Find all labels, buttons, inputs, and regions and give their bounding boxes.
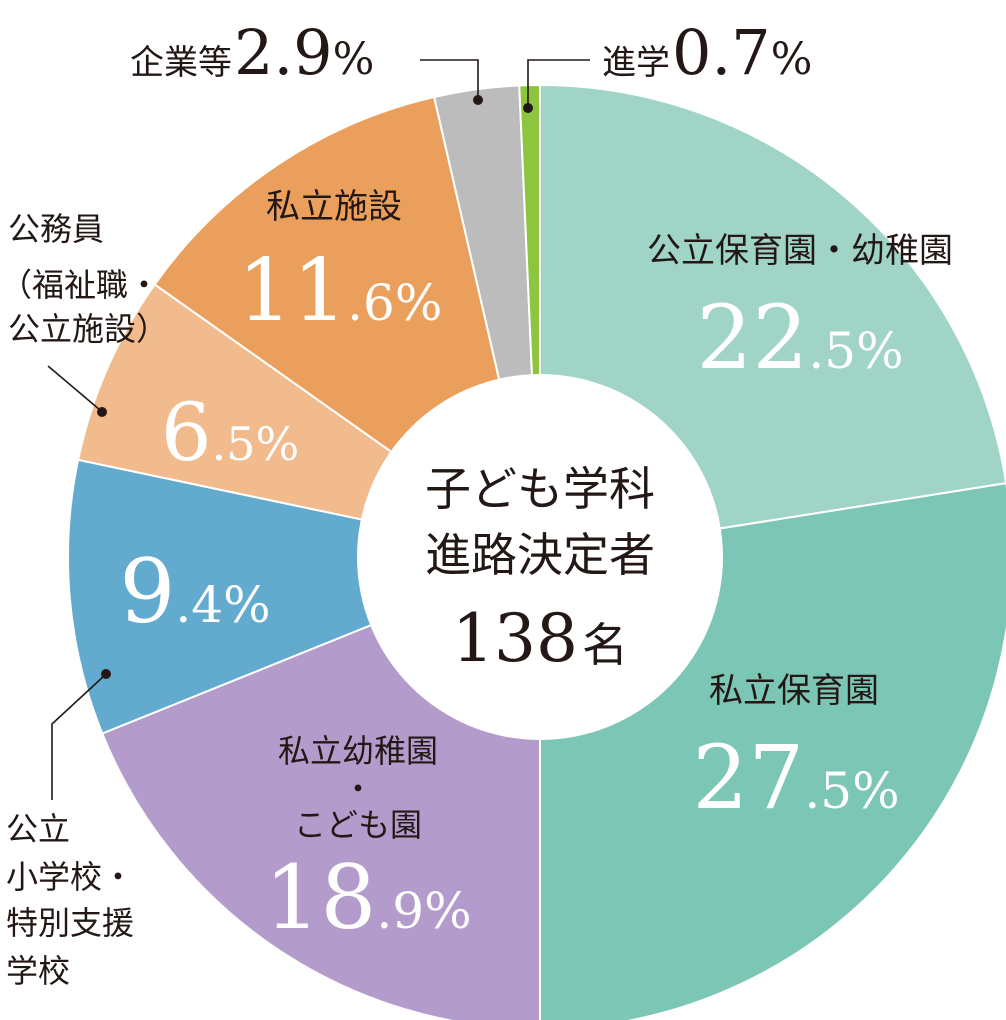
label-shiritsu-shisetsu: 私立施設	[266, 187, 402, 227]
label-shiritsu-youchien-3: こども園	[294, 806, 422, 844]
label-koumuin-1: 公務員	[8, 210, 104, 248]
label-koumuin-2: （福祉職・	[0, 266, 160, 304]
label-kouritsu-sho-1: 公立	[6, 810, 70, 848]
value-shiritsu-youchien: 18.9%	[264, 846, 471, 949]
label-kouritsu-sho-2: 小学校・	[6, 858, 134, 896]
leader-dot-kouritsu-sho	[101, 669, 111, 679]
label-kigyou: 企業等2.9%	[130, 16, 374, 89]
leader-dot-shingaku	[523, 103, 533, 113]
center-line2: 進路決定者	[425, 528, 655, 582]
value-kouritsu-hoikuen: 22.5%	[696, 286, 903, 389]
center-total: 138名	[452, 600, 628, 677]
pie-slice-3	[67, 458, 544, 735]
value-shiritsu-hoikuen: 27.5%	[692, 726, 899, 829]
value-kouritsu-shougakkou: 9.4%	[119, 540, 270, 643]
label-kouritsu-hoikuen: 公立保育園・幼稚園	[647, 231, 953, 271]
leader-dot-koumuin	[97, 407, 107, 417]
label-koumuin-3: 公立施設）	[8, 310, 168, 348]
center-hole	[357, 374, 723, 740]
label-shiritsu-youchien-2: ・	[342, 770, 374, 808]
value-shiritsu-shisetsu: 11.6%	[238, 241, 443, 341]
leader-dot-kigyou	[473, 95, 483, 105]
label-shiritsu-hoikuen: 私立保育園	[709, 671, 879, 711]
label-shiritsu-youchien-1: 私立幼稚園	[278, 732, 438, 770]
leader-koumuin	[47, 365, 101, 411]
label-kouritsu-sho-3: 特別支援	[6, 904, 134, 942]
label-shingaku: 進学0.7%	[602, 16, 812, 89]
value-koumuin: 6.5%	[161, 386, 300, 479]
leader-shingaku	[527, 59, 590, 106]
leader-kigyou	[420, 59, 479, 98]
label-kouritsu-sho-4: 学校	[6, 952, 70, 990]
center-line1: 子ども学科	[425, 462, 655, 516]
leader-kouritsu-sho	[51, 675, 105, 800]
